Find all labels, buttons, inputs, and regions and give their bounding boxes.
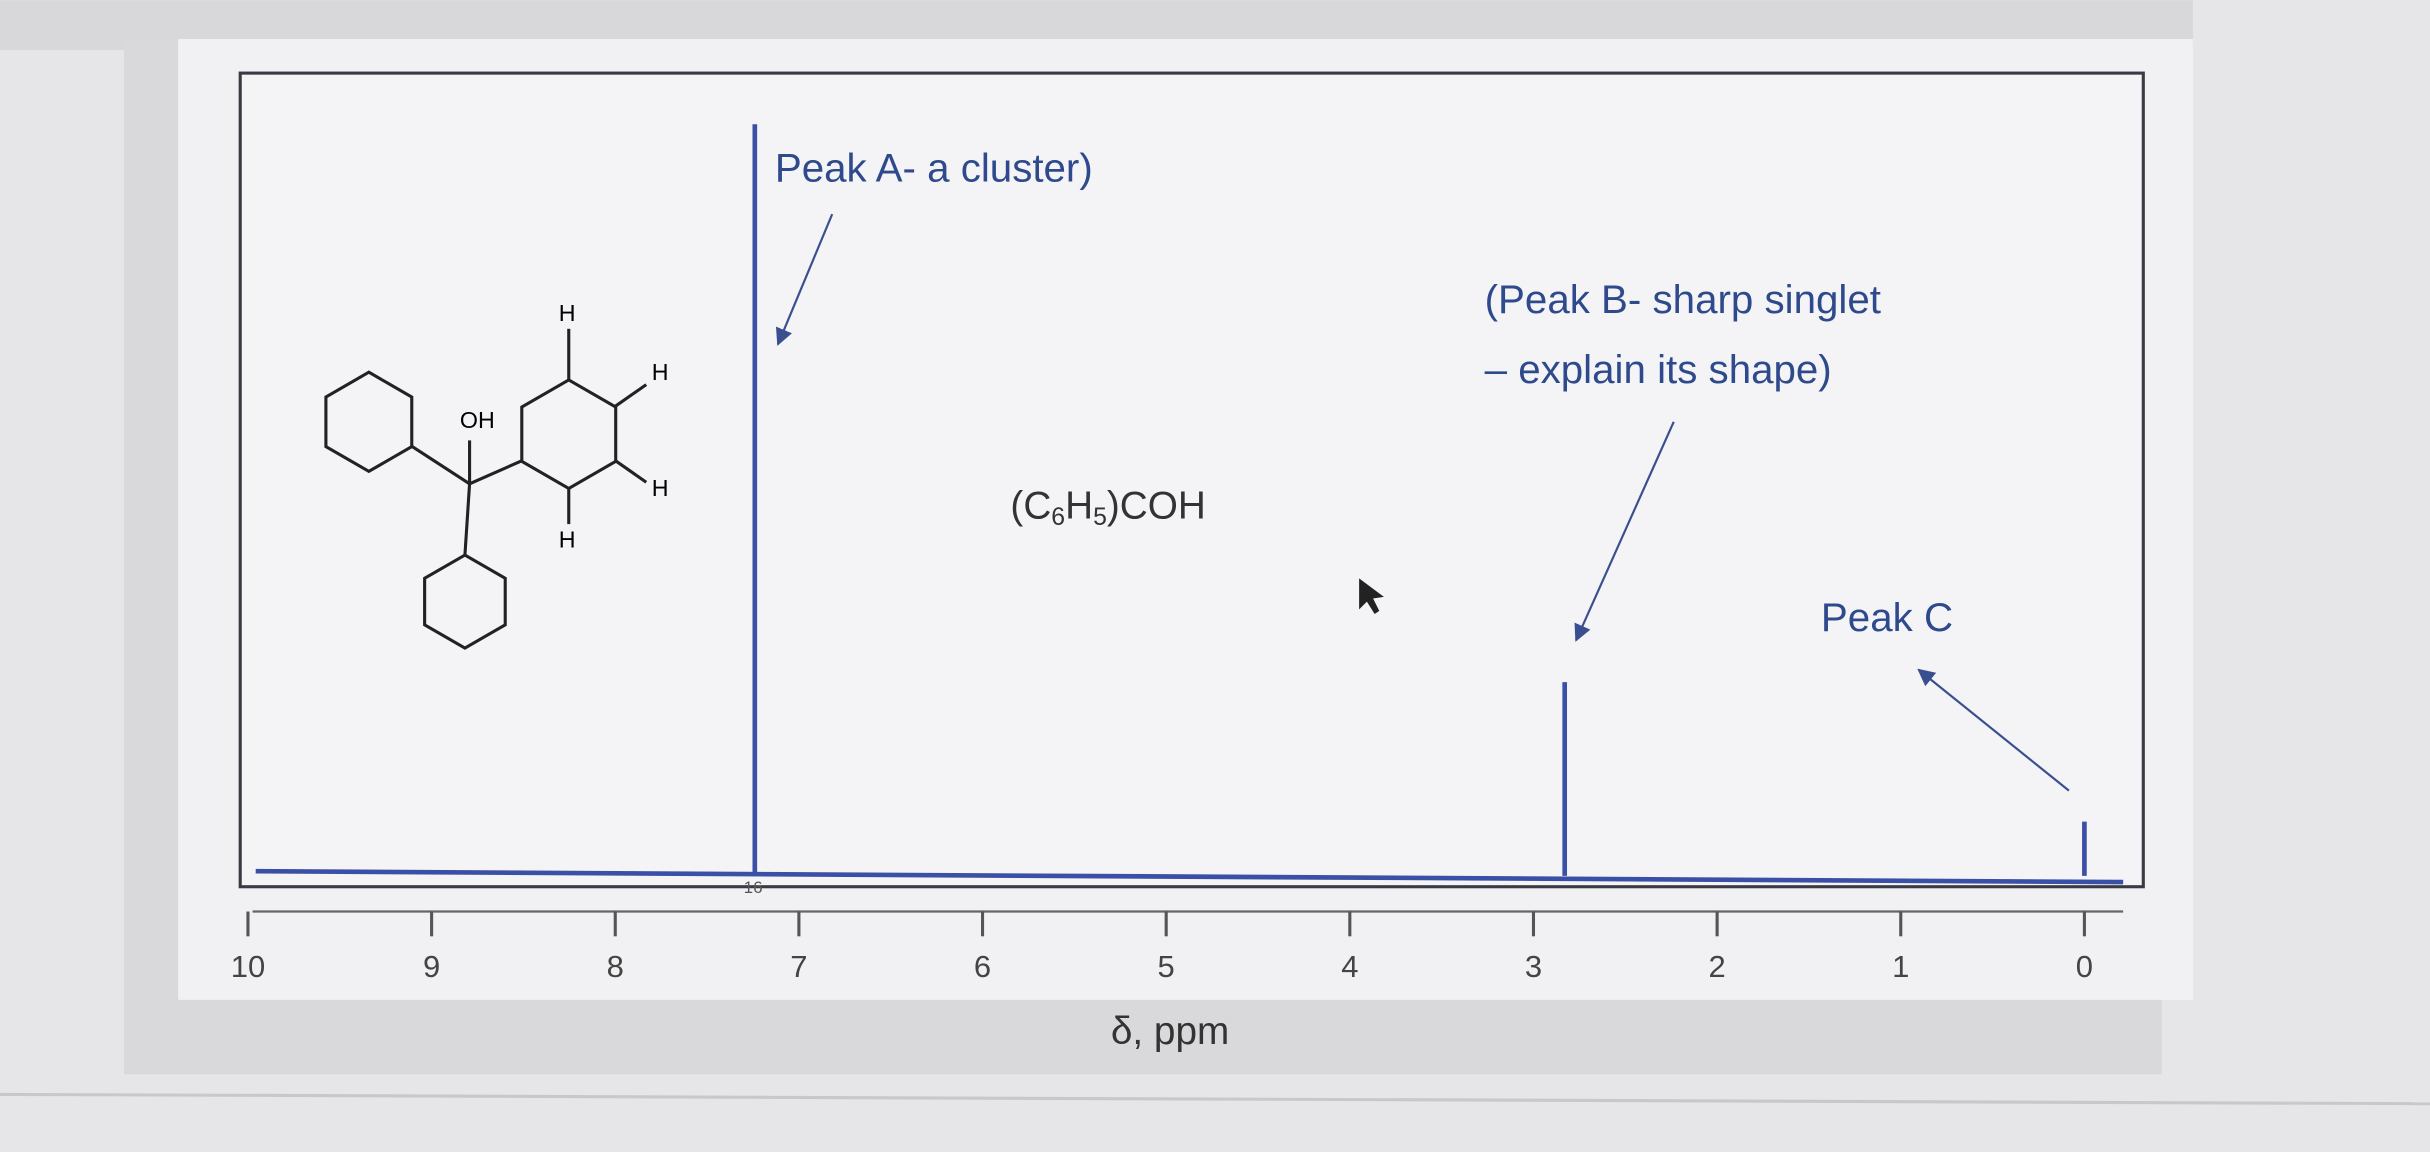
arrow: [1917, 668, 2070, 792]
ring: [520, 378, 618, 491]
x-tick-label: 2: [1709, 949, 1726, 984]
x-tick-label: 10: [231, 949, 265, 984]
bond: [463, 483, 472, 556]
baseline: [255, 868, 2124, 885]
bond: [614, 383, 648, 408]
cursor: [1359, 578, 1384, 614]
atom-label: H: [652, 475, 669, 501]
ring: [324, 370, 414, 474]
x-axis-label: δ, ppm: [1111, 1010, 1229, 1053]
annotation: Peak C: [1821, 595, 1953, 640]
bond: [468, 459, 523, 486]
arrow: [775, 213, 834, 346]
x-tick-label: 9: [423, 949, 440, 984]
atom-label: H: [559, 300, 576, 326]
x-tick-label: 7: [790, 949, 807, 984]
formula-sub: 6: [1051, 503, 1065, 530]
x-tick-label: 6: [974, 949, 991, 984]
formula-sub: 5: [1093, 503, 1107, 530]
edge: [0, 1092, 2430, 1106]
x-tick-label: 0: [2076, 949, 2093, 984]
plot-frame: [238, 71, 2145, 889]
bond: [411, 445, 471, 486]
atom-label: H: [652, 359, 669, 385]
molecule: H H H H OH: [324, 300, 669, 650]
formula-part: )COH: [1107, 485, 1206, 528]
annotation: – explain its shape): [1485, 347, 1832, 392]
x-tick-label: 8: [607, 949, 624, 984]
x-tick-label: 1: [1892, 949, 1909, 984]
x-tick-label: 5: [1158, 949, 1175, 984]
x-tick-label: 3: [1525, 949, 1542, 984]
atom-label: OH: [460, 407, 495, 433]
arrow: [1574, 421, 1675, 642]
annotation: (Peak B- sharp singlet: [1485, 277, 1881, 322]
atom-label: H: [559, 526, 576, 552]
annotation: Peak A- a cluster): [775, 145, 1093, 190]
formula-part: H: [1065, 485, 1093, 528]
x-tick-label: 4: [1341, 949, 1358, 984]
bond: [614, 459, 648, 484]
integration-label: 16: [744, 878, 763, 897]
formula-part: (C: [1010, 485, 1051, 528]
formula: (C6H5)COH: [1010, 485, 1205, 531]
ring: [423, 553, 507, 650]
